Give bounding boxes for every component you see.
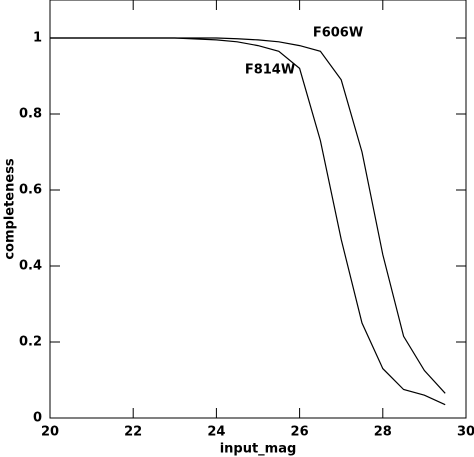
x-tick-label: 30 bbox=[457, 425, 474, 440]
y-tick-label: 0.4 bbox=[19, 259, 42, 274]
y-tick-label: 1 bbox=[33, 31, 42, 46]
y-tick-label: 0.2 bbox=[19, 335, 42, 350]
series-line bbox=[50, 37, 446, 406]
x-tick-label: 26 bbox=[291, 425, 309, 440]
y-tick-label: 0.6 bbox=[19, 183, 42, 198]
y-tick-label: 0.8 bbox=[19, 107, 42, 122]
x-axis-label: input_mag bbox=[220, 442, 297, 457]
x-tick-label: 24 bbox=[207, 425, 225, 440]
x-tick-label: 28 bbox=[374, 425, 392, 440]
series-label: F606W bbox=[313, 26, 363, 41]
x-tick-label: 20 bbox=[41, 425, 59, 440]
series-label: F814W bbox=[245, 63, 295, 78]
y-axis-label: completeness bbox=[3, 158, 18, 260]
y-tick-label: 0 bbox=[33, 411, 42, 426]
plot-frame bbox=[49, 0, 467, 419]
series-line bbox=[50, 37, 446, 394]
x-tick-label: 22 bbox=[124, 425, 142, 440]
